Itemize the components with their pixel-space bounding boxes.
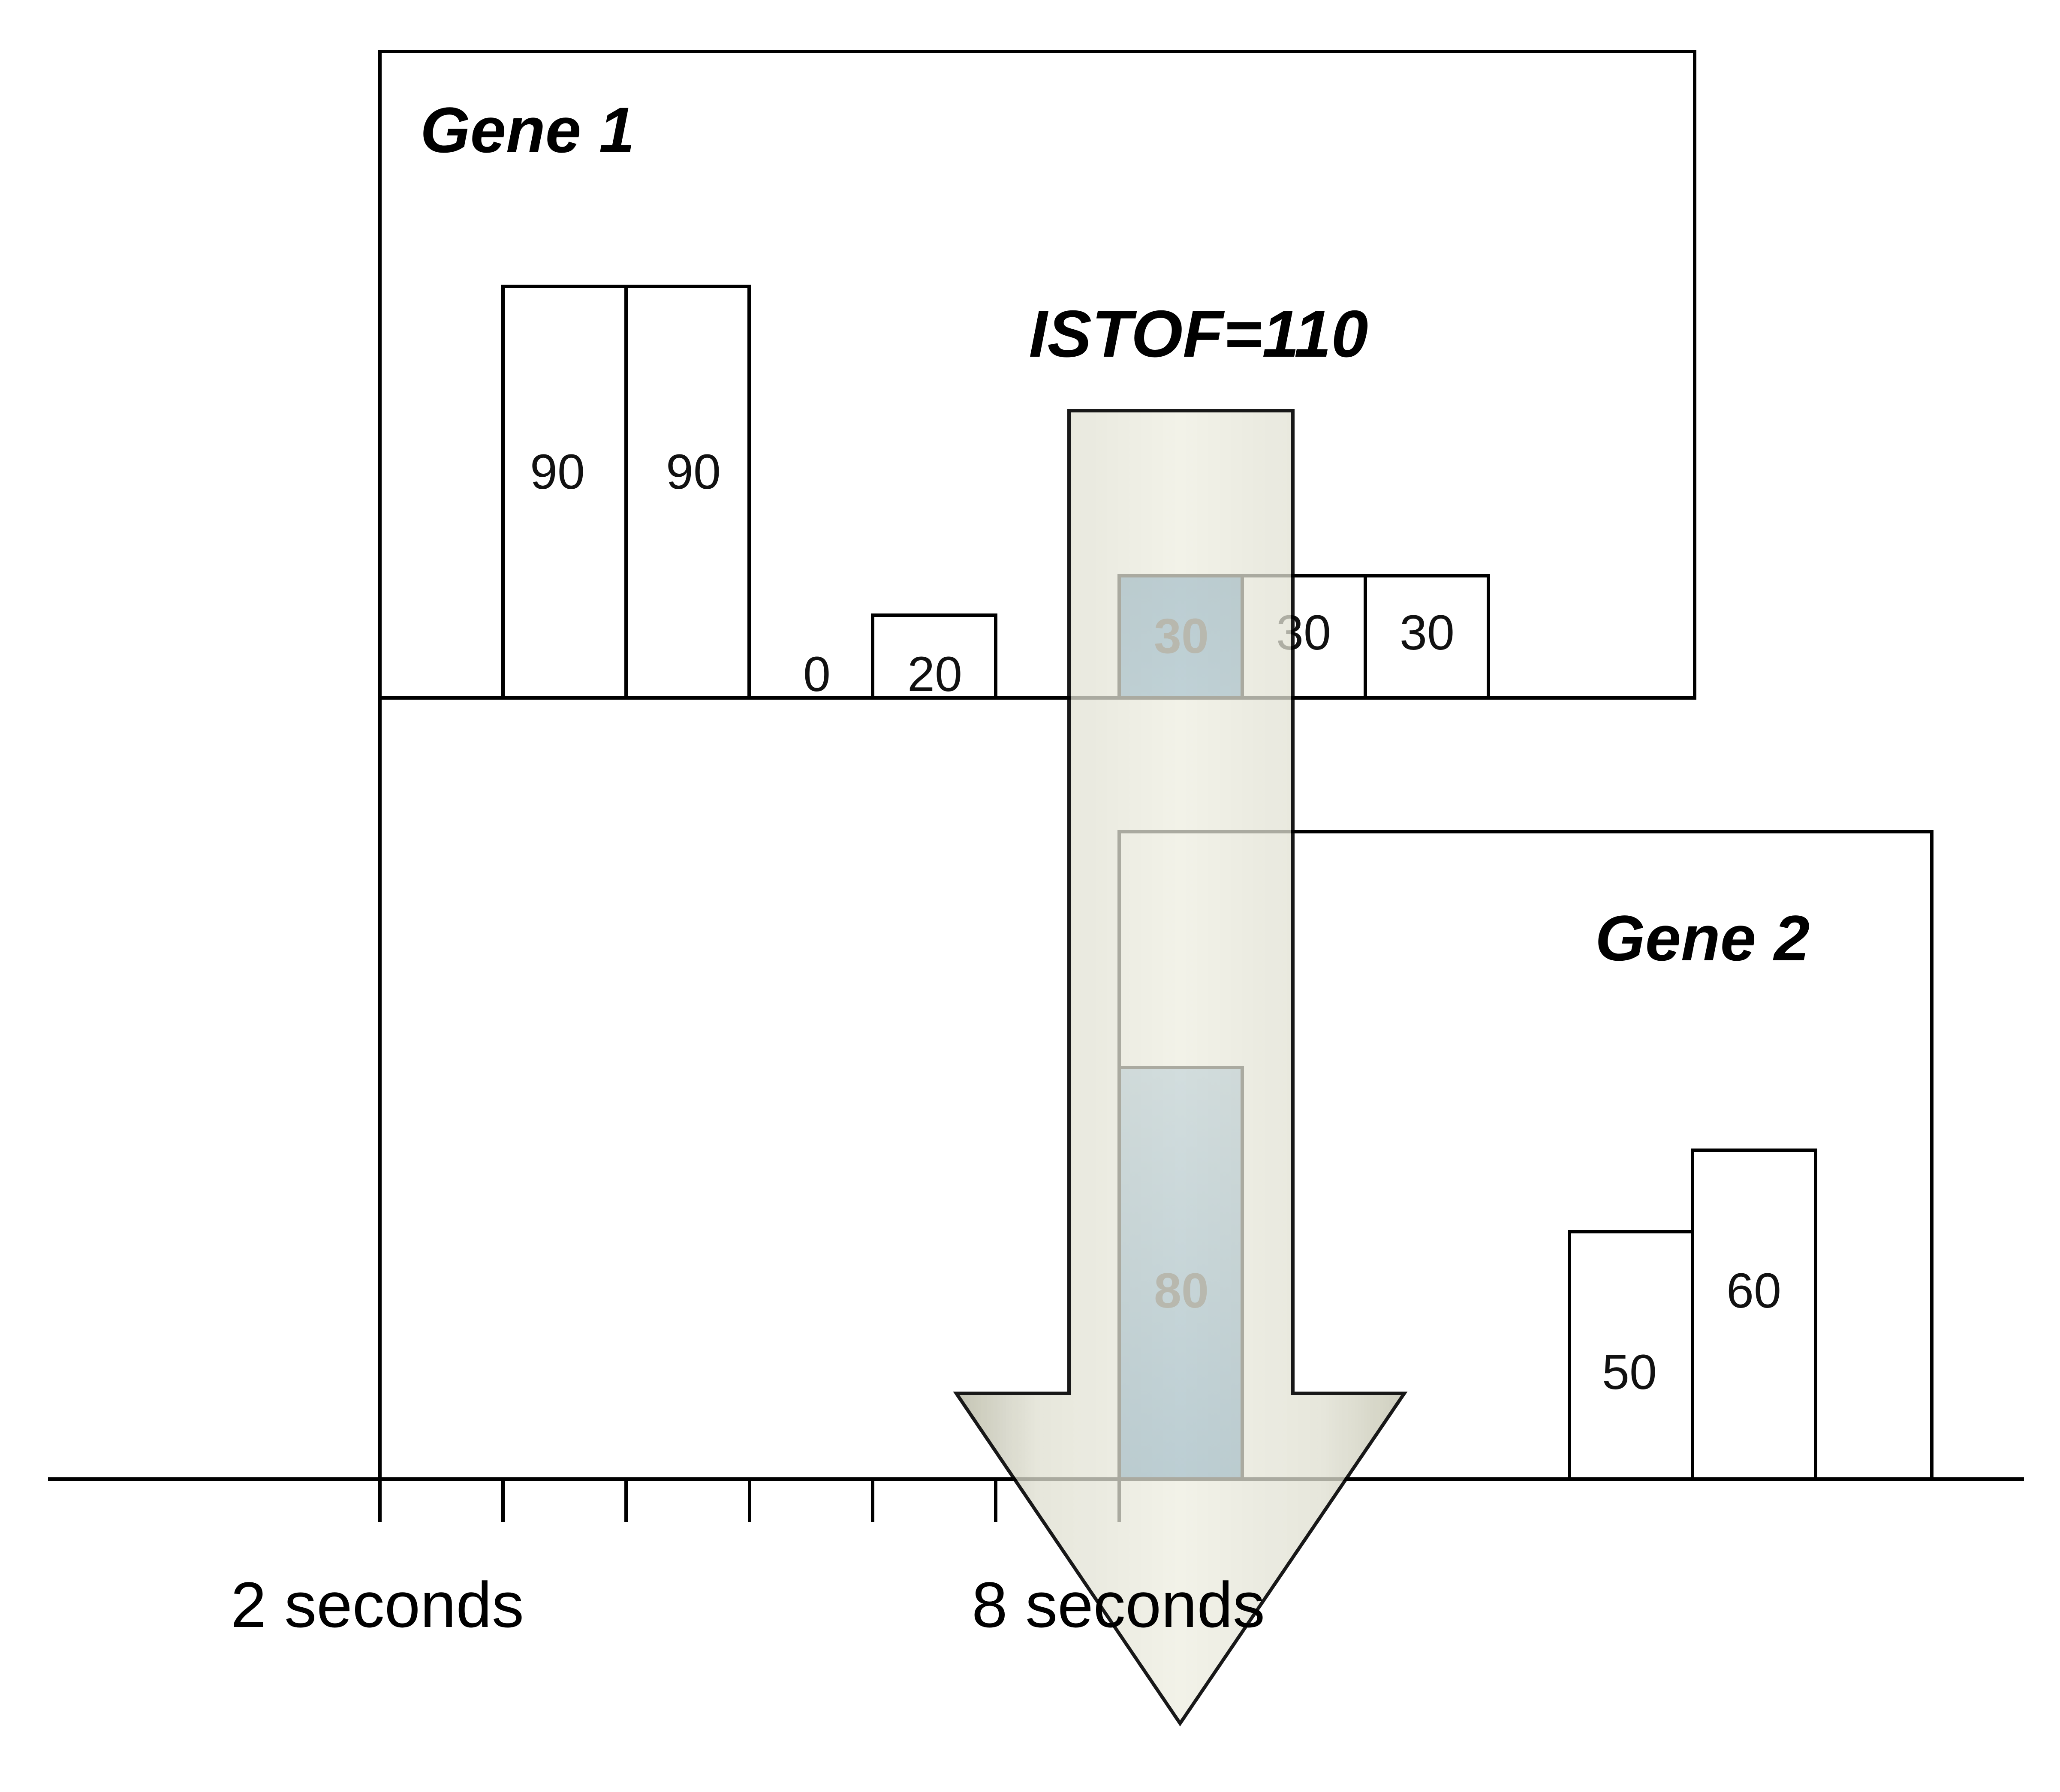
gene1-frame [378, 50, 1696, 1479]
istof-label: ISTOF=110 [1029, 297, 1368, 371]
gene2-bar-2 [1568, 1230, 1694, 1481]
gene2-title: Gene 2 [1595, 902, 1810, 974]
gene2-bar-2-label: 50 [1602, 1345, 1657, 1400]
gene1-bar-4 [871, 613, 997, 700]
gene1-bar-7 [1364, 574, 1490, 700]
gene1-bar-4-label: 20 [907, 647, 962, 702]
gene1-bar-2-label: 90 [666, 445, 721, 499]
gene2-bar-3-label: 60 [1726, 1263, 1781, 1318]
gene1-bar-3-label: 0 [803, 647, 831, 702]
gene2-bar-3 [1691, 1149, 1817, 1481]
istof-arrow [953, 409, 1408, 1727]
gene1-bar-2 [624, 285, 751, 700]
time-label-8s: 8 seconds [972, 1569, 1265, 1641]
time-label-2s: 2 seconds [231, 1569, 524, 1641]
gene1-title: Gene 1 [420, 94, 635, 166]
gene1-bar-1-label: 90 [530, 445, 585, 499]
gene1-box [378, 50, 1696, 700]
gene1-bar-7-label: 30 [1400, 605, 1455, 660]
